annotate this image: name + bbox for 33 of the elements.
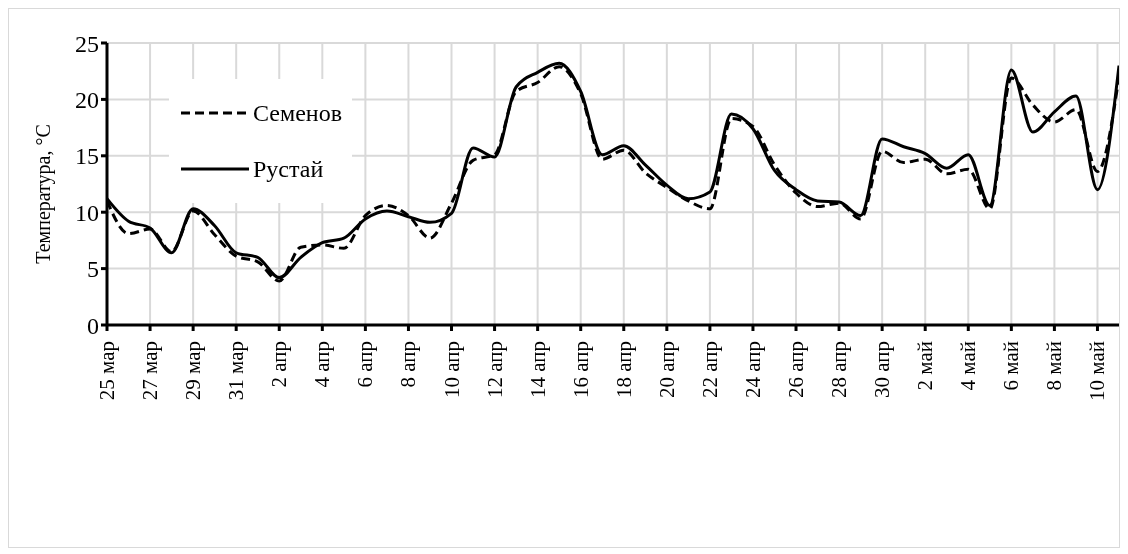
y-tick-label: 10 [75,199,99,226]
x-tick-label: 25 мар [95,341,119,401]
x-tick-label: 2 апр [267,341,292,388]
x-tick-label: 4 май [956,341,981,391]
y-tick-label: 0 [87,312,99,339]
x-tick-label: 24 апр [740,341,765,399]
legend-label: Рустай [253,155,324,183]
y-tick-label: 15 [75,143,99,170]
x-tick-label: 30 апр [870,341,895,399]
x-tick-label: 10 апр [439,341,464,399]
y-tick-label: 5 [87,256,99,283]
x-tick-label: 10 май [1085,341,1110,401]
x-tick-label: 20 апр [654,341,679,399]
y-axis-title: Температура, °С [32,124,55,264]
x-tick-label: 22 апр [697,341,722,399]
x-tick-label: 18 апр [611,341,636,399]
x-tick-label: 16 апр [568,341,593,399]
x-tick-label: 6 май [999,341,1024,391]
y-tick-label: 20 [75,86,99,113]
legend-label: Семенов [253,99,342,127]
x-tick-label: 2 май [913,341,938,391]
x-tick-label: 8 апр [396,341,421,388]
x-tick-label: 14 апр [525,341,550,399]
x-tick-label: 8 май [1042,341,1067,391]
x-tick-label: 6 апр [353,341,378,388]
x-tick-label: 4 апр [310,341,335,388]
x-tick-label: 27 мар [138,341,163,401]
x-tick-label: 28 апр [827,341,852,399]
x-tick-label: 29 мар [181,341,206,401]
x-tick-label: 31 мар [224,341,249,401]
x-tick-label: 12 апр [482,341,507,399]
x-tick-label: 26 апр [784,341,809,399]
y-tick-label: 25 [75,30,99,57]
